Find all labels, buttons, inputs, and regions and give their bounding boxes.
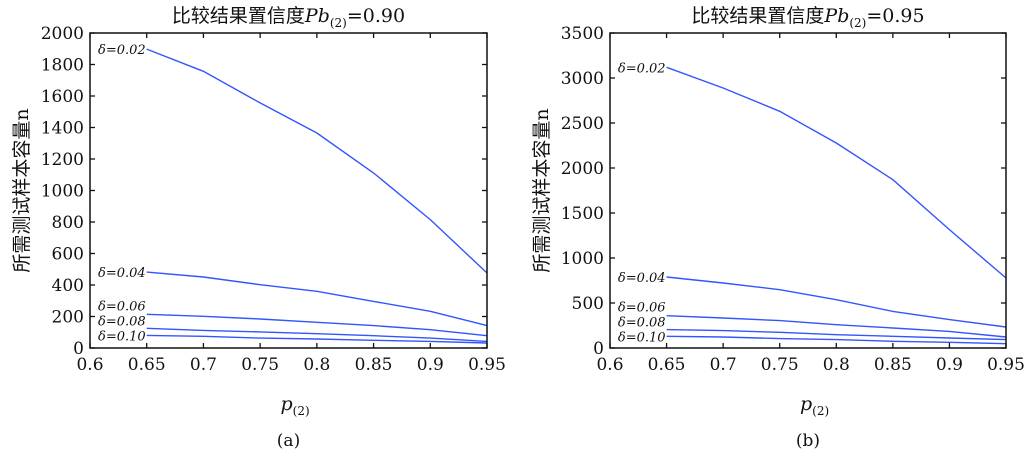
x-tick-label: 0.85: [355, 355, 393, 375]
series-label: δ=0.04: [618, 271, 666, 286]
x-tick-label: 0.6: [596, 355, 623, 375]
x-tick-label: 0.85: [874, 355, 912, 375]
title-main: 比较结果置信度: [691, 5, 824, 27]
x-tick-label: 0.8: [303, 355, 330, 375]
y-tick-label: 1000: [561, 249, 604, 269]
series-line-delta-0.04: [146, 271, 488, 327]
title-main: 比较结果置信度: [172, 5, 305, 27]
title-sub: (2): [849, 16, 866, 30]
y-tick-label: 3000: [561, 69, 604, 89]
y-tick-label: 400: [52, 276, 84, 296]
series-label: δ=0.02: [98, 43, 146, 58]
series-line-delta-0.10: [146, 334, 488, 344]
x-tick-label: 0.9: [936, 355, 963, 375]
x-tick-label: 0.95: [468, 355, 506, 375]
series-line-delta-0.08: [666, 328, 1007, 341]
series-label: δ=0.06: [618, 300, 666, 315]
title-var: Pb: [304, 5, 330, 27]
chart-panel-b: 比较结果置信度Pb(2)=0.95 δ=0.10δ=0.08δ=0.06 δ=0.0…: [531, 5, 1024, 451]
y-tick-label: 2000: [41, 24, 84, 44]
series-line-delta-0.02: [146, 48, 488, 274]
series-line-delta-0.04: [666, 276, 1007, 328]
series-label: δ=0.08: [618, 315, 666, 330]
y-axis-label: 所需测试样本容量n: [531, 108, 553, 272]
series-label: δ=0.10: [618, 330, 666, 345]
x-tick-label: 0.75: [241, 355, 279, 375]
series-line-delta-0.06: [666, 315, 1007, 338]
x-axis-label: p(2): [800, 393, 829, 418]
x-tick-label: 0.8: [823, 355, 850, 375]
plot-frame: [89, 32, 488, 349]
x-axis-label: p(2): [281, 393, 310, 418]
y-tick-label: 2500: [561, 114, 604, 134]
series-line-delta-0.10: [666, 335, 1007, 345]
series-label: δ=0.06: [98, 299, 146, 314]
x-tick-label: 0.95: [987, 355, 1024, 375]
series-label: δ=0.08: [98, 314, 146, 329]
x-tick-label: 0.65: [648, 355, 686, 375]
x-tick-label: 0.6: [76, 355, 103, 375]
x-tick-label: 0.9: [417, 355, 444, 375]
x-tick-label: 0.65: [128, 355, 166, 375]
x-tick-label: 0.75: [761, 355, 799, 375]
panel-label: (b): [796, 431, 820, 451]
chart-title: 比较结果置信度Pb(2)=0.90: [172, 5, 405, 30]
title-sub: (2): [330, 16, 347, 30]
x-tick-label: 0.7: [710, 355, 737, 375]
y-tick-label: 0: [73, 339, 84, 359]
y-tick-label: 1600: [41, 87, 84, 107]
chart-panel-a: 比较结果置信度Pb(2)=0.90 δ=0.10δ=0.08δ=0.06 δ=0.0…: [11, 5, 506, 451]
y-tick-label: 3500: [561, 24, 604, 44]
y-tick-label: 1800: [41, 56, 84, 76]
y-tick-label: 1200: [41, 150, 84, 170]
y-tick-label: 1500: [561, 204, 604, 224]
y-tick-label: 800: [52, 213, 84, 233]
chart-title: 比较结果置信度Pb(2)=0.95: [691, 5, 924, 30]
plot-frame: [609, 32, 1007, 349]
title-value: =0.95: [866, 5, 924, 27]
y-tick-label: 0: [593, 339, 604, 359]
y-axis-label: 所需测试样本容量n: [11, 108, 33, 272]
series-label: δ=0.10: [98, 329, 146, 344]
series-line-delta-0.08: [146, 327, 488, 343]
title-var: Pb: [823, 5, 849, 27]
series-label: δ=0.04: [98, 266, 146, 281]
y-tick-label: 1400: [41, 119, 84, 139]
y-tick-label: 200: [52, 308, 84, 328]
title-value: =0.90: [347, 5, 405, 27]
series-line-delta-0.02: [666, 66, 1007, 279]
x-tick-label: 0.7: [190, 355, 217, 375]
series-label: δ=0.02: [618, 61, 666, 76]
y-tick-label: 500: [572, 294, 604, 314]
panel-label: (a): [277, 431, 300, 451]
series-line-delta-0.06: [146, 313, 488, 337]
y-tick-label: 1000: [41, 182, 84, 202]
y-tick-label: 2000: [561, 159, 604, 179]
y-tick-label: 600: [52, 245, 84, 265]
